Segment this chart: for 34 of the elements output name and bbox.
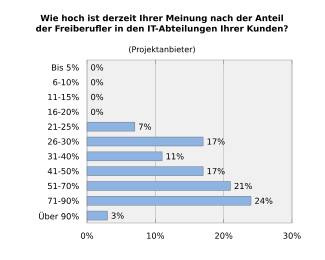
bar xyxy=(86,122,136,132)
x-tick-label: 20% xyxy=(215,232,232,239)
y-tick-label: 21-25% xyxy=(48,124,79,130)
bar xyxy=(86,196,252,206)
y-tick-label: Über 90% xyxy=(39,212,79,220)
y-tick-label: Bis 5% xyxy=(52,64,79,71)
bar xyxy=(86,136,204,146)
data-label: 0% xyxy=(91,108,104,115)
x-tick-label: 10% xyxy=(147,232,164,239)
data-label: 3% xyxy=(112,212,124,219)
y-tick-label: 51-70% xyxy=(48,182,79,190)
y-tick-label: 71-90% xyxy=(48,198,79,204)
y-tick-label: 31-40% xyxy=(48,153,79,160)
data-label: 17% xyxy=(208,138,225,145)
y-tick-label: 16-20% xyxy=(48,108,79,115)
data-label: 7% xyxy=(139,124,152,130)
data-label: 0% xyxy=(91,64,104,71)
data-label: 0% xyxy=(91,79,104,86)
y-tick-label: 11-15% xyxy=(48,94,79,100)
y-tick-label: 6-10% xyxy=(53,79,79,86)
data-label: 11% xyxy=(166,153,184,160)
bar xyxy=(86,152,162,162)
x-tick-label: 0% xyxy=(80,232,94,239)
y-tick-label: 26-30% xyxy=(48,138,79,145)
bar xyxy=(86,166,204,176)
x-tick-label: 30% xyxy=(283,232,301,239)
data-label: 17% xyxy=(208,168,225,174)
chart-title: Wie hoch ist derzeit Ihrer Meinung nach der Anteil der Freiberufler in den IT-Abteilungen Ihrer Kunden? xyxy=(36,14,288,34)
y-tick-label: 41-50% xyxy=(48,168,79,174)
bar xyxy=(86,181,231,191)
bar xyxy=(86,210,108,220)
data-label: 21% xyxy=(234,182,252,190)
data-label: 24% xyxy=(255,198,272,204)
data-label: 0% xyxy=(91,94,104,100)
